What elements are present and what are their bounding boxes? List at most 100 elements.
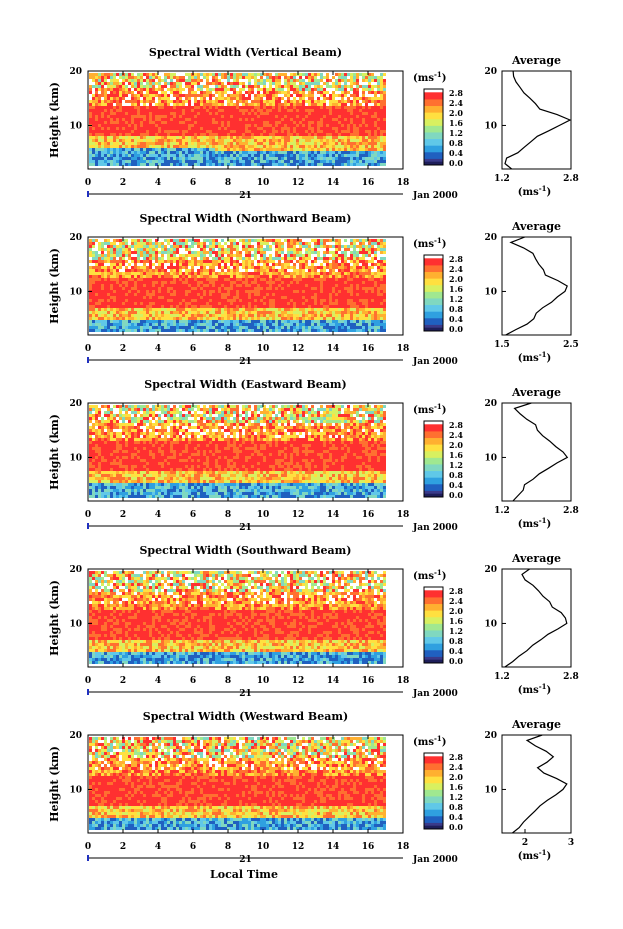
heatmap-cell <box>158 127 161 130</box>
heatmap-cell <box>299 254 302 257</box>
heatmap-cell <box>296 88 299 91</box>
heatmap-cell <box>194 106 197 109</box>
heatmap-cell <box>260 136 263 139</box>
heatmap-cell <box>143 106 146 109</box>
heatmap-cell <box>269 154 272 157</box>
heatmap-cells <box>89 239 386 332</box>
heatmap-cell <box>302 139 305 142</box>
heatmap-cell <box>128 275 131 278</box>
heatmap-cell <box>368 251 371 254</box>
heatmap-cell <box>116 272 119 275</box>
heatmap-cell <box>116 287 119 290</box>
heatmap-cell <box>371 127 374 130</box>
heatmap-cell <box>131 88 134 91</box>
heatmap-cell <box>212 160 215 163</box>
heatmap-cell <box>95 148 98 151</box>
heatmap-cell <box>383 142 386 145</box>
heatmap-cell <box>137 151 140 154</box>
heatmap-cell <box>296 103 299 106</box>
heatmap-cell <box>140 160 143 163</box>
heatmap-cell <box>185 263 188 266</box>
heatmap-cell <box>356 254 359 257</box>
heatmap-cell <box>158 257 161 260</box>
heatmap-cell <box>230 293 233 296</box>
heatmap-cell <box>380 136 383 139</box>
heatmap-cell <box>281 157 284 160</box>
heatmap-cell <box>359 124 362 127</box>
heatmap-cell <box>170 269 173 272</box>
heatmap-cell <box>137 103 140 106</box>
heatmap-cell <box>254 272 257 275</box>
heatmap-cell <box>278 145 281 148</box>
heatmap-cell <box>200 245 203 248</box>
heatmap-cell <box>332 106 335 109</box>
heatmap-cell <box>335 130 338 133</box>
heatmap-cell <box>302 121 305 124</box>
heatmap-cell <box>149 290 152 293</box>
heatmap-cell <box>98 124 101 127</box>
heatmap-cell <box>296 85 299 88</box>
heatmap-cell <box>272 100 275 103</box>
heatmap-cell <box>254 91 257 94</box>
heatmap-cell <box>155 272 158 275</box>
heatmap-cell <box>182 118 185 121</box>
heatmap-cell <box>92 287 95 290</box>
heatmap-cell <box>173 163 176 166</box>
heatmap-cell <box>143 251 146 254</box>
heatmap-cell <box>179 154 182 157</box>
heatmap-cell <box>164 248 167 251</box>
heatmap-cell <box>206 163 209 166</box>
heatmap-cell <box>344 82 347 85</box>
heatmap-cell <box>350 245 353 248</box>
heatmap-cell <box>158 79 161 82</box>
heatmap-cell <box>221 136 224 139</box>
heatmap-cell <box>167 82 170 85</box>
heatmap-cell <box>254 154 257 157</box>
heatmap-cell <box>101 160 104 163</box>
heatmap-cell <box>377 88 380 91</box>
heatmap-cell <box>365 263 368 266</box>
heatmap-cell <box>233 115 236 118</box>
heatmap-cell <box>92 94 95 97</box>
heatmap-cell <box>308 115 311 118</box>
heatmap-cell <box>194 254 197 257</box>
heatmap-cell <box>254 278 257 281</box>
heatmap-cell <box>128 145 131 148</box>
heatmap-cell <box>182 94 185 97</box>
heatmap-cell <box>350 115 353 118</box>
heatmap-cell <box>359 266 362 269</box>
heatmap-cell <box>149 263 152 266</box>
heatmap-cell <box>101 245 104 248</box>
heatmap-cell <box>116 76 119 79</box>
heatmap-cell <box>299 109 302 112</box>
heatmap-cell <box>194 290 197 293</box>
heatmap-cell <box>314 124 317 127</box>
heatmap-cell <box>110 154 113 157</box>
heatmap-cell <box>272 88 275 91</box>
heatmap-cell <box>347 97 350 100</box>
heatmap-cell <box>263 157 266 160</box>
heatmap-cell <box>332 257 335 260</box>
heatmap-cell <box>326 266 329 269</box>
heatmap-cell <box>188 269 191 272</box>
heatmap-cell <box>269 269 272 272</box>
heatmap-cell <box>350 118 353 121</box>
heatmap-cell <box>134 160 137 163</box>
heatmap-cell <box>305 127 308 130</box>
heatmap-cell <box>164 124 167 127</box>
heatmap-cell <box>374 118 377 121</box>
heatmap-cell <box>329 115 332 118</box>
heatmap-cell <box>206 148 209 151</box>
heatmap-cell <box>239 160 242 163</box>
heatmap-cell <box>257 112 260 115</box>
heatmap-cell <box>257 290 260 293</box>
heatmap-cell <box>119 76 122 79</box>
heatmap-cell <box>125 115 128 118</box>
heatmap-cell <box>377 275 380 278</box>
heatmap-cell <box>191 100 194 103</box>
heatmap-cell <box>383 148 386 151</box>
heatmap-cell <box>269 284 272 287</box>
heatmap-cell <box>371 248 374 251</box>
heatmap-cell <box>230 124 233 127</box>
heatmap-cell <box>341 266 344 269</box>
